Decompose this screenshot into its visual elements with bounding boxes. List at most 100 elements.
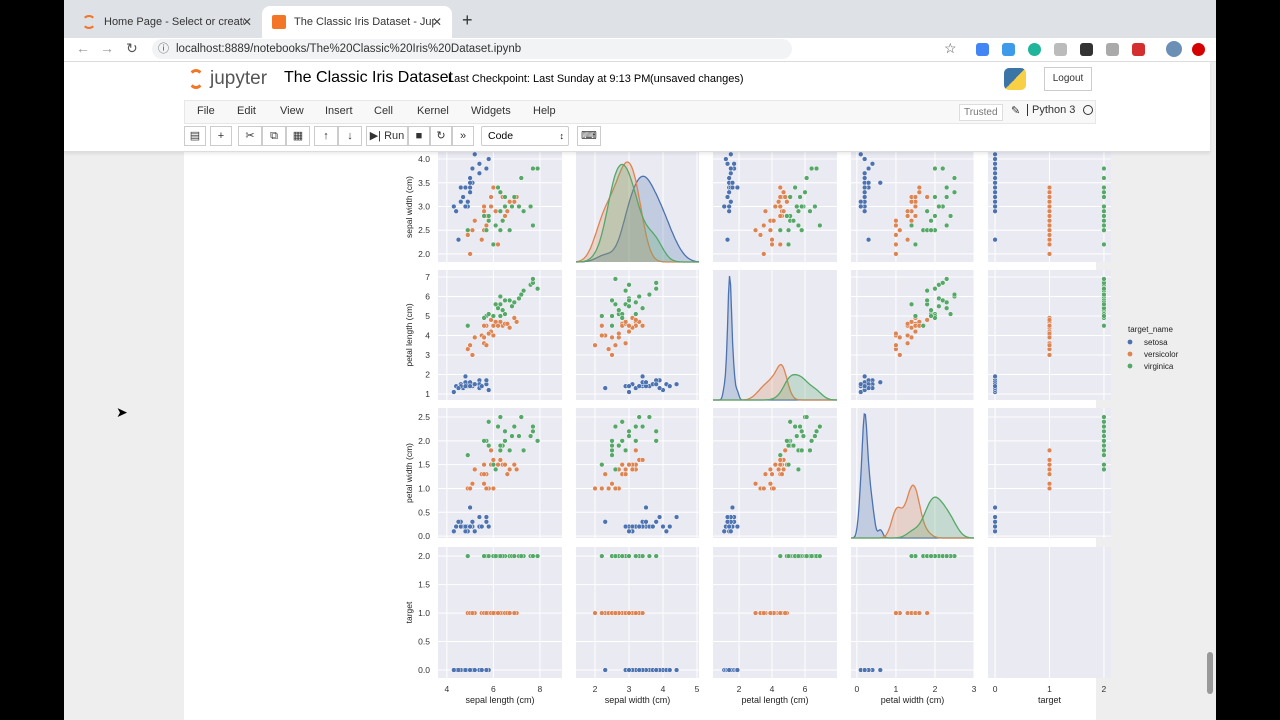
scatter-point-setosa xyxy=(472,151,478,157)
scatter-point-virginica xyxy=(626,282,632,288)
scatter-point-setosa xyxy=(643,504,649,511)
info-icon: ⓘ xyxy=(158,43,169,55)
scatter-point-setosa xyxy=(467,180,473,186)
scatter-point-versicolor xyxy=(511,610,517,616)
menu-help[interactable]: Help xyxy=(533,105,556,117)
copy-icon[interactable]: ⧉ xyxy=(262,126,286,146)
move-up-icon[interactable]: ↑ xyxy=(314,126,338,146)
scatter-point-setosa xyxy=(992,373,998,380)
scatter-point-setosa xyxy=(472,528,478,534)
scatter-point-virginica xyxy=(951,291,958,298)
extension-icon[interactable] xyxy=(1080,43,1093,56)
scatter-point-versicolor xyxy=(612,342,619,348)
menu-insert[interactable]: Insert xyxy=(325,105,353,117)
move-down-icon[interactable]: ↓ xyxy=(338,126,362,146)
scatter-point-versicolor xyxy=(777,184,783,191)
cut-icon[interactable]: ✂ xyxy=(238,126,262,146)
restart-icon[interactable]: ↻ xyxy=(430,126,452,146)
profile-avatar[interactable] xyxy=(1166,41,1182,57)
y-tick-label: 5 xyxy=(425,311,430,321)
extension-icon[interactable] xyxy=(1054,43,1067,56)
scatter-point-setosa xyxy=(451,203,457,210)
scatter-point-virginica xyxy=(802,189,808,195)
page-scrollbar[interactable] xyxy=(1207,652,1213,694)
reload-icon[interactable]: ↻ xyxy=(126,40,138,56)
scatter-point-setosa xyxy=(479,383,485,389)
scatter-point-virginica xyxy=(951,175,958,181)
extension-icon[interactable] xyxy=(1002,43,1015,56)
python-logo-icon xyxy=(1004,68,1026,90)
scatter-point-virginica xyxy=(1101,241,1107,248)
menu-cell[interactable]: Cell xyxy=(374,105,393,117)
code-extension-icon[interactable] xyxy=(1106,43,1119,56)
forward-icon[interactable]: → xyxy=(100,40,114,56)
scatter-point-setosa xyxy=(462,373,469,380)
tab-home[interactable]: Home Page - Select or create a ✕ xyxy=(72,6,262,38)
lastpass-extension-icon[interactable] xyxy=(1132,43,1145,56)
keyboard-icon[interactable]: ⌨ xyxy=(577,126,601,146)
url-input[interactable]: ⓘ localhost:8889/notebooks/The%20Classic%… xyxy=(152,39,792,59)
kernel-name[interactable]: Python 3 xyxy=(1027,104,1075,116)
x-tick-label: 2 xyxy=(933,684,938,694)
new-tab-button[interactable]: + xyxy=(462,10,473,30)
menu-view[interactable]: View xyxy=(280,105,304,117)
scatter-point-setosa xyxy=(724,514,731,520)
scatter-point-setosa xyxy=(453,523,459,530)
trusted-badge[interactable]: Trusted xyxy=(959,104,1003,121)
run-button[interactable]: ▶| Run xyxy=(366,126,408,146)
translate-extension-icon[interactable] xyxy=(976,43,989,56)
scatter-point-setosa xyxy=(643,519,649,525)
scatter-point-virginica xyxy=(785,227,792,233)
close-tab-icon[interactable]: ✕ xyxy=(241,15,252,29)
close-tab-icon[interactable]: ✕ xyxy=(431,15,442,29)
menu-kernel[interactable]: Kernel xyxy=(417,105,449,117)
scatter-point-versicolor xyxy=(1046,447,1053,454)
save-icon[interactable]: ▤ xyxy=(184,126,206,146)
jupyter-logo[interactable]: jupyter xyxy=(188,68,267,90)
scatter-point-virginica xyxy=(612,276,619,282)
logout-button[interactable]: Logout xyxy=(1044,67,1092,91)
scatter-point-versicolor xyxy=(490,610,497,616)
interrupt-icon[interactable]: ■ xyxy=(408,126,430,146)
scatter-point-versicolor xyxy=(762,208,769,214)
scatter-point-virginica xyxy=(944,184,950,191)
scatter-point-versicolor xyxy=(481,334,487,341)
scatter-point-virginica xyxy=(497,414,503,420)
menu-widgets[interactable]: Widgets xyxy=(471,105,511,117)
scatter-point-setosa xyxy=(483,165,490,172)
scatter-point-virginica xyxy=(932,286,938,292)
scatter-point-versicolor xyxy=(908,319,915,325)
paste-icon[interactable]: ▦ xyxy=(286,126,310,146)
scatter-point-versicolor xyxy=(780,466,787,473)
scatter-point-virginica xyxy=(944,194,950,200)
scatter-point-virginica xyxy=(486,553,492,559)
scatter-point-versicolor xyxy=(1046,194,1053,200)
tab-notebook[interactable]: The Classic Iris Dataset - Jupy ✕ xyxy=(262,6,452,38)
scatter-point-virginica xyxy=(1101,433,1107,439)
scatter-point-setosa xyxy=(472,381,478,387)
scatter-point-virginica xyxy=(1101,419,1107,425)
back-icon[interactable]: ← xyxy=(76,40,90,56)
scatter-point-versicolor xyxy=(893,330,899,337)
scatter-point-virginica xyxy=(495,305,501,311)
panel-background xyxy=(851,408,974,538)
scatter-point-versicolor xyxy=(1046,471,1053,477)
extension-icon[interactable] xyxy=(1028,43,1041,56)
restart-run-all-icon[interactable]: » xyxy=(452,126,474,146)
notebook-title[interactable]: The Classic Iris Dataset xyxy=(284,69,453,86)
scatter-point-setosa xyxy=(992,237,998,243)
bookmark-star-icon[interactable]: ☆ xyxy=(944,40,957,56)
menu-edit[interactable]: Edit xyxy=(237,105,256,117)
insert-cell-icon[interactable]: + xyxy=(210,126,232,146)
menu-file[interactable]: File xyxy=(197,105,215,117)
scatter-point-virginica xyxy=(924,208,930,214)
scatter-point-virginica xyxy=(516,433,522,439)
cell-type-select[interactable]: Code xyxy=(481,126,569,146)
scatter-point-versicolor xyxy=(481,208,487,214)
scatter-point-versicolor xyxy=(497,457,503,463)
edit-pencil-icon[interactable]: ✎ xyxy=(1011,105,1021,117)
extension-icon[interactable] xyxy=(1192,43,1205,56)
scatter-point-virginica xyxy=(465,452,471,458)
scatter-point-virginica xyxy=(534,553,541,559)
scatter-point-virginica xyxy=(609,323,615,329)
